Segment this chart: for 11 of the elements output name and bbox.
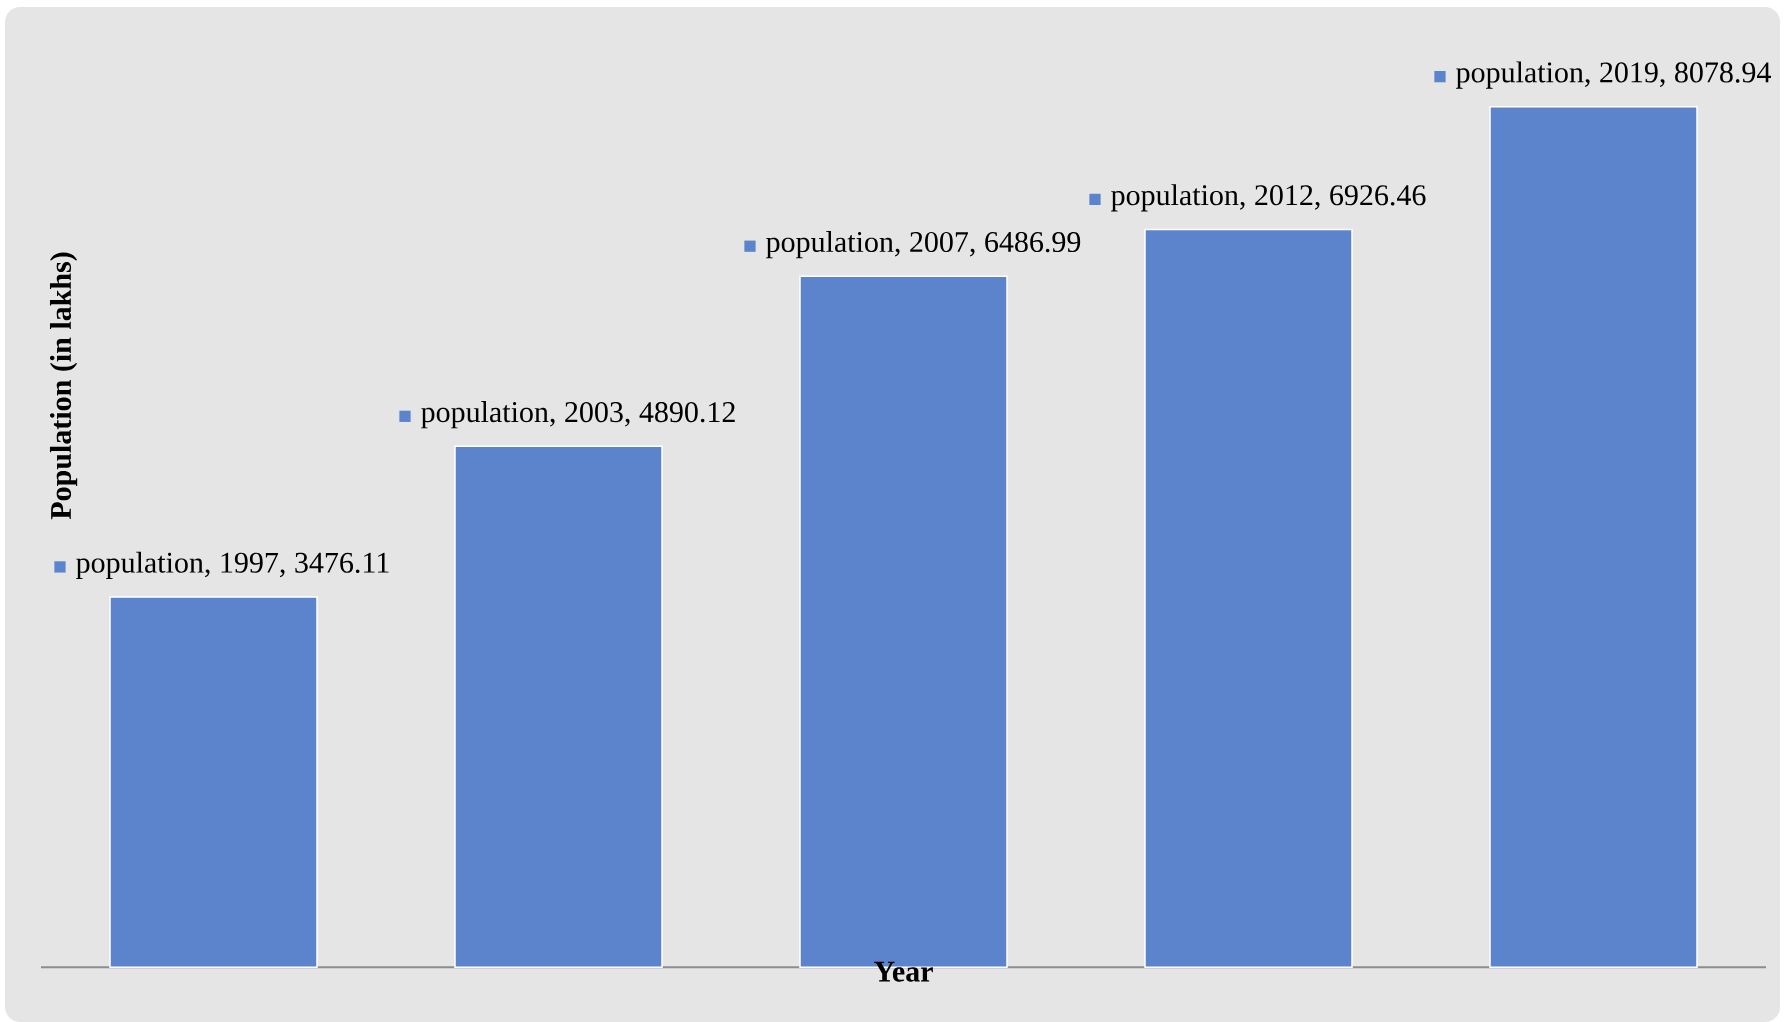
y-axis-title: Population (in lakhs)	[49, 252, 78, 520]
bar	[454, 445, 663, 968]
bar	[1144, 228, 1353, 968]
bar	[1489, 105, 1698, 968]
data-label: population, 2007, 6486.99	[766, 231, 1081, 259]
data-label: population, 2019, 8078.94	[1456, 61, 1771, 89]
data-label: population, 2012, 6926.46	[1111, 184, 1426, 212]
bar	[109, 596, 318, 968]
data-label: population, 1997, 3476.11	[76, 551, 389, 579]
data-label: population, 2003, 4890.12	[421, 401, 735, 429]
x-axis-title: Year	[874, 961, 933, 982]
